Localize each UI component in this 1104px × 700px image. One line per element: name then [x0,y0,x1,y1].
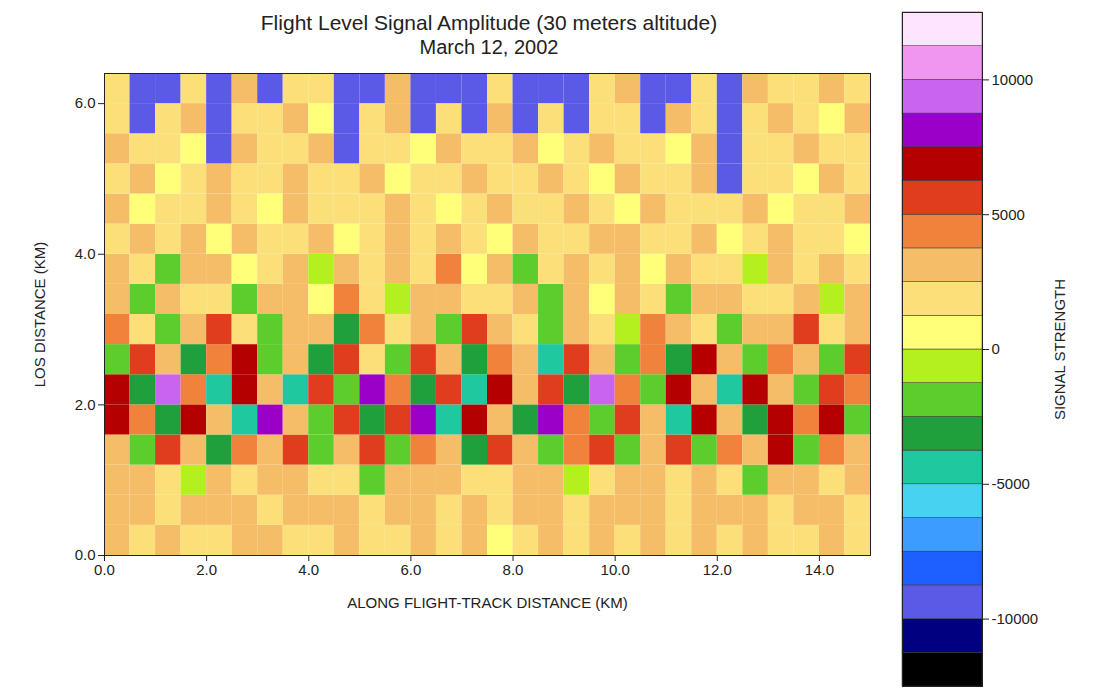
svg-text:14.0: 14.0 [805,561,834,578]
svg-text:-10000: -10000 [992,610,1039,627]
svg-text:2.0: 2.0 [75,396,96,413]
svg-text:4.0: 4.0 [75,245,96,262]
svg-text:5000: 5000 [992,206,1025,223]
svg-text:ALONG FLIGHT-TRACK DISTANCE (K: ALONG FLIGHT-TRACK DISTANCE (KM) [347,594,628,611]
html-text:Flight Level Signal Amplitude: Flight Level Signal Amplitude (30 meters… [260,11,718,34]
svg-text:0.0: 0.0 [75,546,96,563]
svg-text:10000: 10000 [992,71,1034,88]
html-text:March 12, 2002: March 12, 2002 [419,36,559,58]
svg-text:-5000: -5000 [992,475,1030,492]
svg-text:8.0: 8.0 [503,561,524,578]
svg-text:0.0: 0.0 [94,561,115,578]
svg-text:LOS DISTANCE (KM): LOS DISTANCE (KM) [31,242,48,388]
svg-text:0: 0 [992,340,1000,357]
svg-text:2.0: 2.0 [196,561,217,578]
svg-text:10.0: 10.0 [601,561,630,578]
svg-text:4.0: 4.0 [298,561,319,578]
svg-text:6.0: 6.0 [400,561,421,578]
svg-text:SIGNAL STRENGTH: SIGNAL STRENGTH [1051,279,1068,420]
svg-text:12.0: 12.0 [703,561,732,578]
svg-text:6.0: 6.0 [75,94,96,111]
